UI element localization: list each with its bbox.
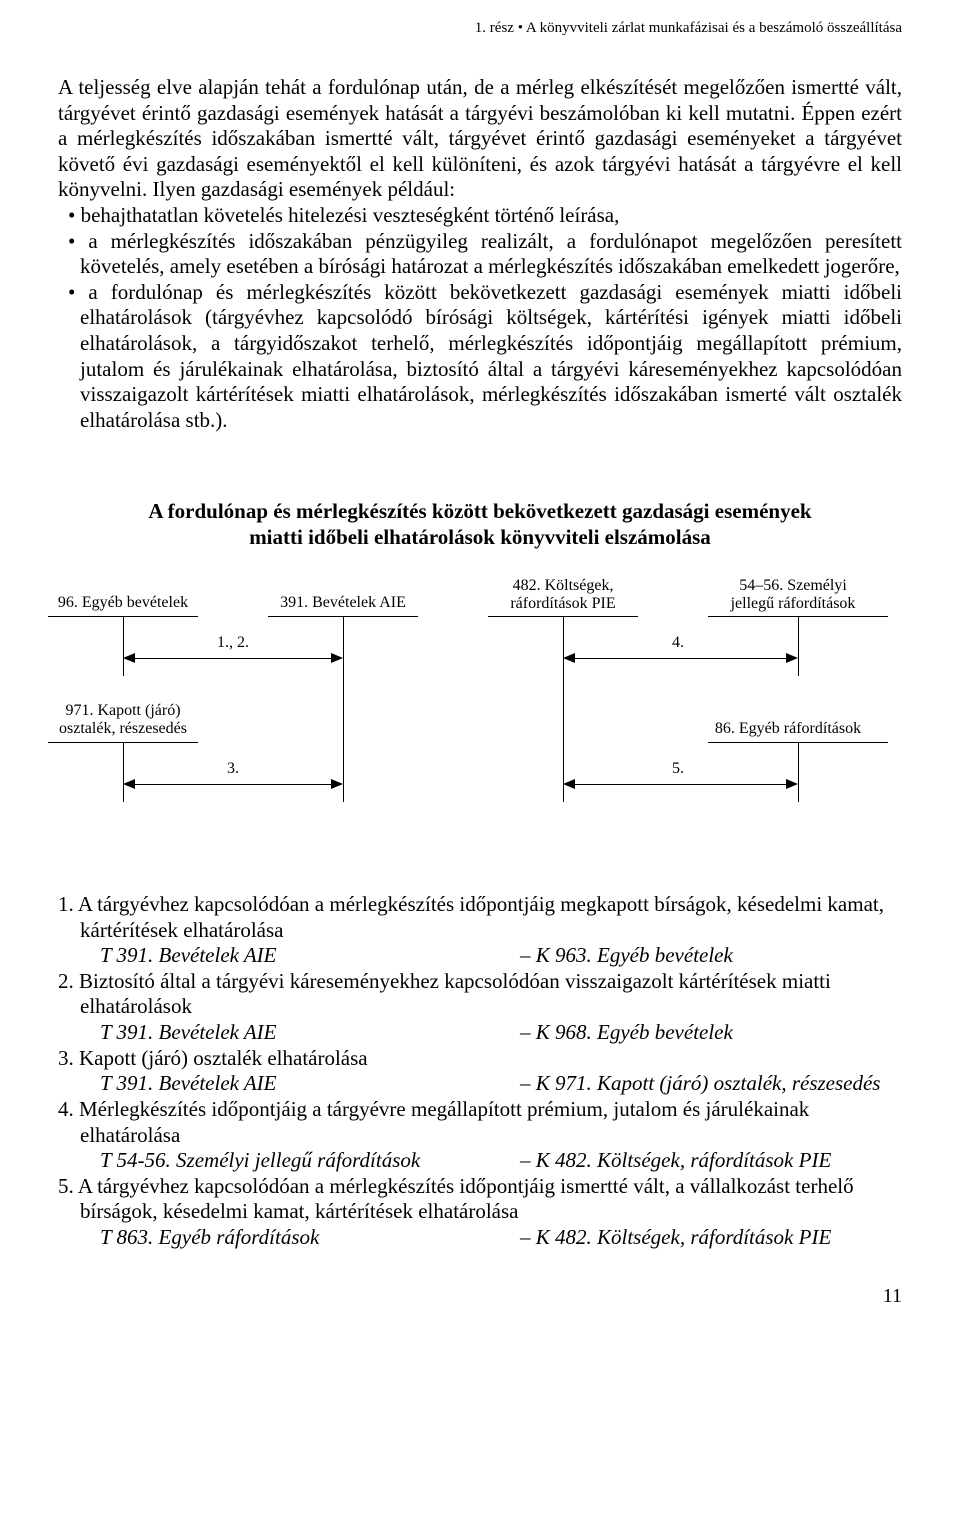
t-stem-391-ext [343, 676, 344, 802]
arrow-4-head-r [786, 653, 798, 663]
t-stem-391 [343, 616, 344, 676]
arrow-5-label: 5. [653, 760, 703, 778]
account-5456-l2: jellegű ráfordítások [688, 595, 898, 613]
section-heading-l2: miatti időbeli elhatárolások könyvviteli… [58, 524, 902, 550]
arrow-12-label: 1., 2. [188, 634, 278, 652]
bullet-1: • behajthatatlan követelés hitelezési ve… [58, 203, 902, 229]
arrow-4-head-l [563, 653, 575, 663]
entry-1-k: – K 963. Egyéb bevételek [520, 943, 733, 969]
entry-1: 1. A tárgyévhez kapcsolódóan a mérlegkés… [58, 892, 902, 943]
arrow-4-label: 4. [648, 634, 708, 652]
t-stem-96 [123, 616, 124, 676]
t-account-diagram: 96. Egyéb bevételek 391. Bevételek AIE 4… [58, 572, 902, 852]
account-5456: 54–56. Személyi jellegű ráfordítások [688, 577, 898, 614]
bullet-2: • a mérlegkészítés időszakában pénzügyil… [58, 229, 902, 280]
arrow-4-line [575, 658, 786, 659]
t-stem-971 [123, 742, 124, 802]
account-5456-l1: 54–56. Személyi [688, 577, 898, 595]
running-header: 1. rész • A könyvviteli zárlat munkafázi… [58, 20, 902, 37]
entry-2-t: T 391. Bevételek AIE [58, 1020, 520, 1046]
arrow-3-line [135, 784, 331, 785]
arrow-3-head-l [123, 779, 135, 789]
entry-1-t: T 391. Bevételek AIE [58, 943, 520, 969]
page-number: 11 [58, 1285, 902, 1308]
journal-entries: 1. A tárgyévhez kapcsolódóan a mérlegkés… [58, 892, 902, 1251]
arrow-5-line [575, 784, 786, 785]
account-482-l1: 482. Költségek, [468, 577, 658, 595]
entry-4-tk: T 54-56. Személyi jellegű ráfordítások –… [58, 1148, 902, 1174]
arrow-12-head-r [331, 653, 343, 663]
entry-4: 4. Mérlegkészítés időpontjáig a tárgyévr… [58, 1097, 902, 1148]
entry-3-t: T 391. Bevételek AIE [58, 1071, 520, 1097]
entry-2: 2. Biztosító által a tárgyévi káresemény… [58, 969, 902, 1020]
entry-5: 5. A tárgyévhez kapcsolódóan a mérlegkés… [58, 1174, 902, 1225]
entry-4-k: – K 482. Költségek, ráfordítások PIE [520, 1148, 831, 1174]
body-paragraph: A teljesség elve alapján tehát a forduló… [58, 75, 902, 434]
arrow-12-line [135, 658, 331, 659]
arrow-12-head-l [123, 653, 135, 663]
bullet-3: • a fordulónap és mérlegkészítés között … [58, 280, 902, 434]
entry-4-t: T 54-56. Személyi jellegű ráfordítások [58, 1148, 520, 1174]
section-heading-l1: A fordulónap és mérlegkészítés között be… [58, 498, 902, 524]
account-86: 86. Egyéb ráfordítások [678, 720, 898, 738]
entry-5-t: T 863. Egyéb ráfordítások [58, 1225, 520, 1251]
body-p1: A teljesség elve alapján tehát a forduló… [58, 75, 902, 203]
arrow-3-label: 3. [208, 760, 258, 778]
account-391: 391. Bevételek AIE [248, 594, 438, 612]
entry-2-tk: T 391. Bevételek AIE – K 968. Egyéb bevé… [58, 1020, 902, 1046]
entry-3: 3. Kapott (járó) osztalék elhatárolása [58, 1046, 902, 1072]
arrow-5-head-l [563, 779, 575, 789]
account-482-l2: ráfordítások PIE [468, 595, 658, 613]
account-96: 96. Egyéb bevételek [28, 594, 218, 612]
account-971-l1: 971. Kapott (járó) [28, 702, 218, 720]
account-971: 971. Kapott (járó) osztalék, részesedés [28, 702, 218, 739]
t-stem-482 [563, 616, 564, 676]
entry-3-k: – K 971. Kapott (járó) osztalék, részese… [520, 1071, 880, 1097]
t-stem-86 [798, 742, 799, 802]
entry-1-tk: T 391. Bevételek AIE – K 963. Egyéb bevé… [58, 943, 902, 969]
entry-5-k: – K 482. Költségek, ráfordítások PIE [520, 1225, 831, 1251]
entry-3-tk: T 391. Bevételek AIE – K 971. Kapott (já… [58, 1071, 902, 1097]
page-container: 1. rész • A könyvviteli zárlat munkafázi… [0, 0, 960, 1348]
account-482: 482. Költségek, ráfordítások PIE [468, 577, 658, 614]
section-heading: A fordulónap és mérlegkészítés között be… [58, 498, 902, 551]
entry-2-k: – K 968. Egyéb bevételek [520, 1020, 733, 1046]
entry-5-tk: T 863. Egyéb ráfordítások – K 482. Költs… [58, 1225, 902, 1251]
arrow-3-head-r [331, 779, 343, 789]
arrow-5-head-r [786, 779, 798, 789]
t-stem-5456 [798, 616, 799, 676]
account-971-l2: osztalék, részesedés [28, 720, 218, 738]
